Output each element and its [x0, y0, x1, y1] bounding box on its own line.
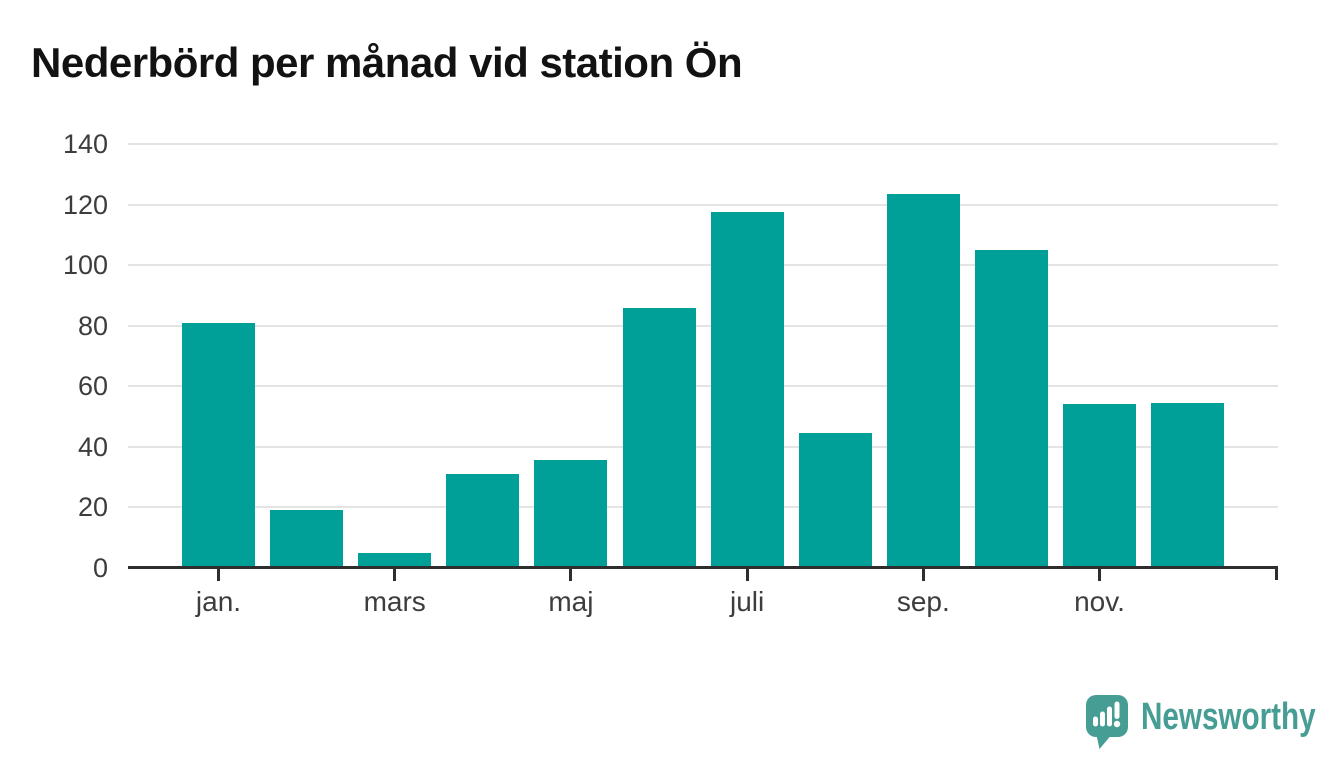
bar-juni [622, 307, 696, 568]
x-axis-label-jan: jan. [195, 586, 242, 617]
x-tick-nov [1098, 569, 1101, 581]
bar-aug [798, 433, 872, 568]
x-tick-sep [921, 569, 925, 581]
gridline-120 [128, 203, 1278, 206]
bar-juli [710, 212, 784, 568]
bar-apr [446, 474, 520, 568]
y-axis-label-60: 60 [77, 371, 108, 402]
x-axis-label-maj: maj [548, 586, 594, 617]
gridline-20 [128, 506, 1278, 509]
bar-sep [886, 193, 960, 568]
bar-okt [974, 250, 1048, 568]
bar-feb [270, 510, 344, 568]
x-tick-juli [745, 569, 749, 581]
bar-nov [1063, 404, 1136, 568]
gridline-100 [128, 264, 1278, 267]
y-axis-label-0: 0 [92, 553, 108, 583]
gridline-40 [128, 445, 1278, 448]
y-axis-label-20: 20 [77, 492, 108, 523]
y-axis-label-80: 80 [77, 310, 108, 341]
newsworthy-logo[interactable]: Newsworthy [1086, 695, 1340, 751]
gridline-60 [128, 385, 1278, 388]
x-axis-end-cap [1275, 566, 1278, 580]
x-axis-label-mars: mars [363, 586, 426, 617]
x-tick-maj [569, 569, 573, 581]
x-axis-label-juli: juli [729, 586, 765, 617]
gridline-140 [128, 143, 1278, 145]
bar-maj [534, 460, 608, 568]
x-axis-line [128, 566, 1278, 569]
x-axis-label-nov: nov. [1074, 586, 1125, 617]
newsworthy-logo-icon [1086, 695, 1128, 749]
x-tick-jan [217, 569, 220, 581]
newsworthy-logo-text: Newsworthy [1141, 696, 1316, 738]
bar-jan [182, 322, 255, 568]
bar-mars [358, 552, 432, 568]
x-axis-label-sep: sep. [896, 586, 950, 617]
x-tick-mars [393, 569, 397, 581]
bar-dec [1151, 402, 1225, 568]
y-axis-label-40: 40 [77, 431, 108, 462]
y-axis-label-100: 100 [62, 250, 108, 281]
y-axis-label-140: 140 [62, 129, 108, 159]
y-axis-label-120: 120 [62, 189, 108, 220]
chart-title: Nederbörd per månad vid station Ön [31, 39, 743, 86]
gridline-80 [128, 324, 1278, 327]
